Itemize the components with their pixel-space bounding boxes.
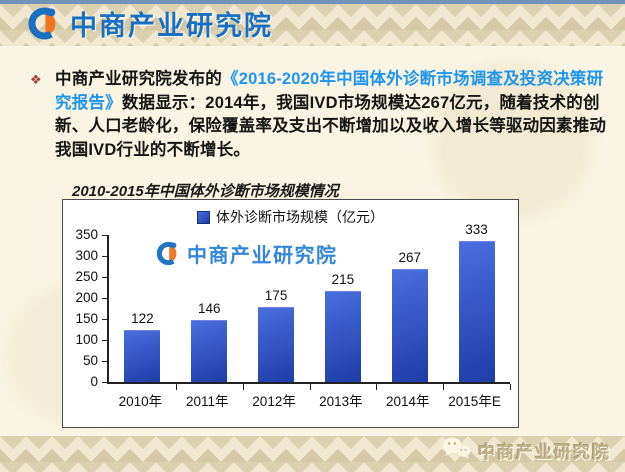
x-axis-labels: 2010年 2011年 2012年 2013年 2014年 2015年E — [107, 390, 508, 410]
y-axis-labels: 0 50 100 150 200 250 300 350 — [63, 227, 105, 387]
y-tick-mark — [102, 319, 107, 320]
paragraph-text: 中商产业研究院发布的《2016-2020年中国体外诊断市场调查及投资决策研究报告… — [55, 68, 608, 162]
bar-value-label: 267 — [398, 250, 421, 265]
header-brand-text: 中商产业研究院 — [70, 11, 273, 41]
x-tick-label: 2013年 — [319, 394, 363, 409]
chart-watermark: 中商产业研究院 — [155, 239, 338, 268]
body-paragraph: ❖ 中商产业研究院发布的《2016-2020年中国体外诊断市场调查及投资决策研究… — [30, 68, 608, 162]
bar-value-label: 215 — [331, 272, 355, 287]
x-tick-mark — [510, 384, 511, 390]
bars-container: 122 146 175 215 267 333 — [109, 222, 510, 382]
footer-brand: 中商产业研究院 — [441, 436, 611, 465]
y-tick-mark — [102, 340, 107, 341]
paragraph-before: 中商产业研究院发布的 — [55, 70, 222, 88]
bar-cell: 175 — [243, 235, 310, 382]
x-tick-mark — [443, 384, 445, 390]
header-brand: 中商产业研究院 — [26, 4, 273, 43]
bottom-decorative-band — [0, 436, 625, 472]
y-tick-mark — [102, 256, 107, 257]
legend-marker-icon — [197, 210, 210, 224]
bar — [191, 320, 228, 382]
y-tick-mark — [102, 235, 107, 236]
x-tick-mark — [376, 384, 378, 390]
footer-brand-text: 中商产业研究院 — [478, 443, 611, 462]
bar — [391, 269, 428, 382]
bar — [258, 307, 295, 382]
bar — [324, 291, 361, 382]
y-tick-mark — [102, 277, 107, 278]
brand-logo-icon — [26, 5, 63, 42]
watermark-logo-icon — [155, 240, 182, 267]
x-tick-label: 2011年 — [185, 394, 229, 409]
bar-value-label: 333 — [465, 222, 488, 237]
x-tick-label: 2012年 — [252, 394, 296, 409]
top-decorative-band — [0, 0, 625, 46]
report-title-link[interactable]: 《2016-2020年中国体外诊断市场调查及投资决策研究报告》 — [55, 70, 604, 112]
y-tick-label: 300 — [75, 247, 98, 263]
bar-value-label: 122 — [131, 311, 154, 326]
y-tick-mark — [102, 382, 107, 383]
y-tick-label: 200 — [75, 289, 98, 305]
bullet-icon: ❖ — [30, 72, 42, 87]
chart-title: 2010-2015年中国体外诊断市场规模情况 — [72, 183, 339, 200]
y-tick-mark — [102, 361, 107, 362]
chart-legend: 体外诊断市场规模（亿元） — [63, 207, 518, 227]
bar-value-label: 146 — [197, 301, 221, 316]
plot-area: 中商产业研究院 122 146 175 215 267 333 — [102, 222, 511, 390]
x-tick-mark — [309, 384, 311, 390]
bar-cell: 333 — [443, 222, 510, 382]
bar-cell: 146 — [176, 235, 243, 382]
bar — [458, 241, 495, 382]
bar-cell: 122 — [109, 235, 176, 382]
y-tick-label: 150 — [75, 310, 98, 326]
y-tick-label: 100 — [75, 331, 98, 347]
y-tick-mark — [102, 298, 107, 299]
bar-chart: 体外诊断市场规模（亿元） 0 50 100 150 200 250 300 350 中商产业研… — [62, 199, 519, 428]
y-tick-label: 0 — [90, 373, 98, 389]
x-tick-label: 2010年 — [118, 394, 163, 409]
bar-value-label: 175 — [264, 288, 288, 303]
y-tick-label: 250 — [75, 268, 98, 284]
x-tick-label: 2014年 — [385, 394, 430, 409]
paragraph-after: 数据显示：2014年，我国IVD市场规模达267亿元，随着技术的创新、人口老龄化… — [55, 93, 607, 159]
bar-cell: 215 — [309, 235, 376, 382]
x-tick-mark — [242, 384, 244, 390]
legend-label: 体外诊断市场规模（亿元） — [216, 209, 384, 225]
wechat-icon — [441, 436, 471, 465]
x-tick-label: 2015年E — [448, 394, 501, 409]
x-tick-mark — [175, 384, 177, 390]
y-tick-label: 350 — [75, 226, 98, 242]
y-tick-label: 50 — [82, 352, 98, 368]
bar — [124, 330, 161, 382]
watermark-text: 中商产业研究院 — [187, 245, 338, 267]
bar-cell: 267 — [376, 235, 443, 382]
